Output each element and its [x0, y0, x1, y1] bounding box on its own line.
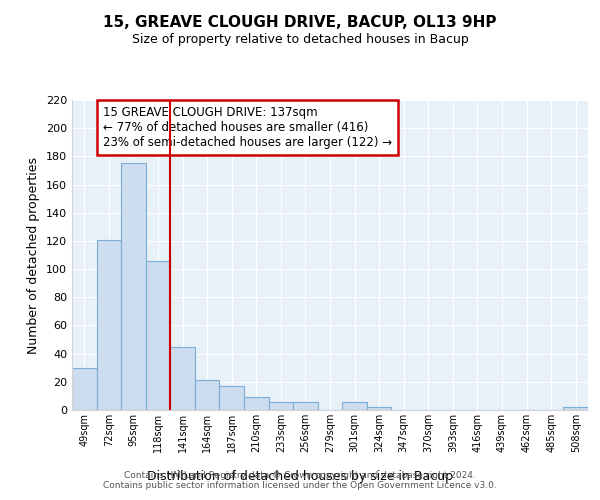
Bar: [220, 386, 244, 410]
Bar: [121, 164, 146, 410]
Text: 15 GREAVE CLOUGH DRIVE: 137sqm
← 77% of detached houses are smaller (416)
23% of: 15 GREAVE CLOUGH DRIVE: 137sqm ← 77% of …: [103, 106, 392, 149]
Text: Contains HM Land Registry data © Crown copyright and database right 2024.
Contai: Contains HM Land Registry data © Crown c…: [103, 470, 497, 490]
Bar: [72, 368, 97, 410]
Bar: [293, 402, 318, 410]
Bar: [563, 407, 588, 410]
Bar: [367, 407, 391, 410]
Bar: [269, 402, 293, 410]
Bar: [244, 398, 269, 410]
Text: 15, GREAVE CLOUGH DRIVE, BACUP, OL13 9HP: 15, GREAVE CLOUGH DRIVE, BACUP, OL13 9HP: [103, 15, 497, 30]
Bar: [146, 260, 170, 410]
Y-axis label: Number of detached properties: Number of detached properties: [28, 156, 40, 354]
Bar: [170, 346, 195, 410]
Bar: [195, 380, 220, 410]
Bar: [97, 240, 121, 410]
Text: Distribution of detached houses by size in Bacup: Distribution of detached houses by size …: [147, 470, 453, 483]
Text: Size of property relative to detached houses in Bacup: Size of property relative to detached ho…: [131, 32, 469, 46]
Bar: [342, 402, 367, 410]
